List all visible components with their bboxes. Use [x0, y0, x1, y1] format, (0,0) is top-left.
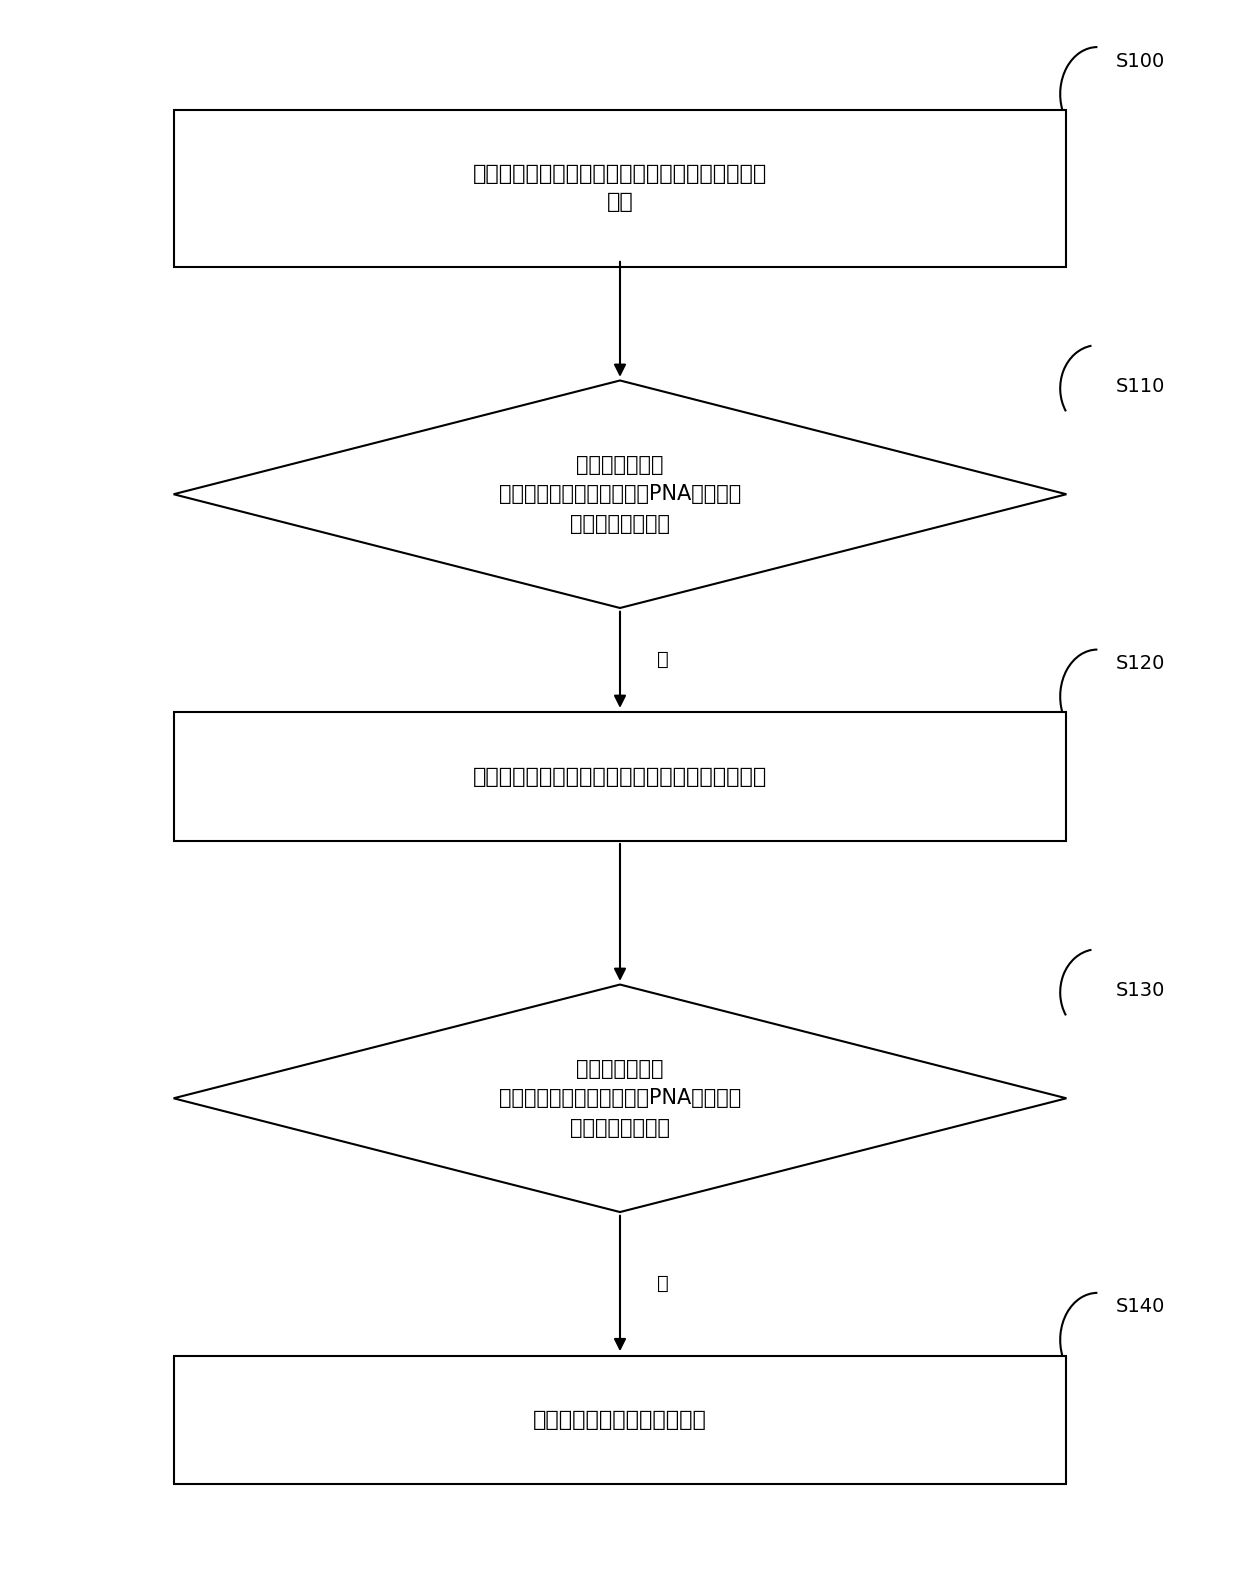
Text: 控制第一加热器处于关闭状态，并开启第二加热器: 控制第一加热器处于关闭状态，并开启第二加热器 [472, 767, 768, 786]
Text: S100: S100 [1116, 52, 1166, 71]
Polygon shape [174, 380, 1066, 607]
FancyBboxPatch shape [174, 1356, 1066, 1484]
Text: 是: 是 [657, 1274, 668, 1293]
Text: S130: S130 [1116, 981, 1166, 1001]
FancyBboxPatch shape [174, 110, 1066, 267]
Text: 根据特征参量，
判定后处理系统处于应提高PNA进气口排
气温度的运行工况: 根据特征参量， 判定后处理系统处于应提高PNA进气口排 气温度的运行工况 [498, 1059, 742, 1138]
Text: 控制第一加热器处于开启状态: 控制第一加热器处于开启状态 [533, 1411, 707, 1429]
Text: 车辆启动后，获取表征后处理系统运行工况的特征
参量: 车辆启动后，获取表征后处理系统运行工况的特征 参量 [472, 165, 768, 212]
Text: 根据特征参量，
判定后处理系统处于应提高PNA出气口排
气温度的运行工况: 根据特征参量， 判定后处理系统处于应提高PNA出气口排 气温度的运行工况 [498, 455, 742, 533]
FancyBboxPatch shape [174, 712, 1066, 841]
Polygon shape [174, 985, 1066, 1211]
Text: S120: S120 [1116, 654, 1166, 673]
Text: S110: S110 [1116, 377, 1166, 395]
Text: 是: 是 [657, 650, 668, 670]
Text: S140: S140 [1116, 1298, 1166, 1316]
